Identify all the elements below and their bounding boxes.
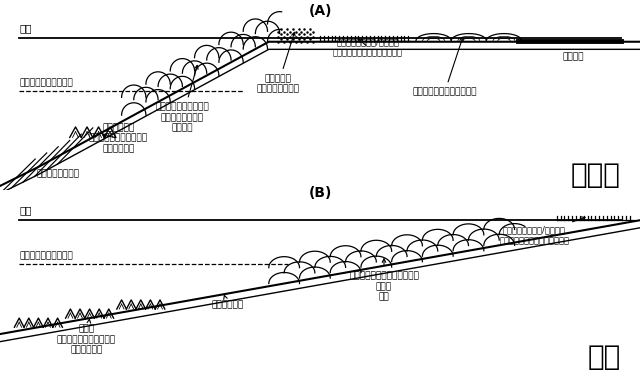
Text: 海面: 海面 xyxy=(19,23,32,33)
Text: 斜面の外側の
円錐型ストロマトライト
バイオハーム: 斜面の外側の 円錐型ストロマトライト バイオハーム xyxy=(89,123,148,153)
Text: (B): (B) xyxy=(308,186,332,200)
Text: 礁のストロマトライト
堤と分枝した円柱
強く伸張: 礁のストロマトライト 堤と分枝した円柱 強く伸張 xyxy=(156,65,209,132)
Text: 礁の内側の
グレインストーン: 礁の内側の グレインストーン xyxy=(257,32,300,93)
Text: 潟湖の泥: 潟湖の泥 xyxy=(562,52,584,61)
Text: 斜面: 斜面 xyxy=(588,343,621,371)
Text: 好天時の波浪作用限界: 好天時の波浪作用限界 xyxy=(19,78,73,87)
Text: 深部斜面の泥: 深部斜面の泥 xyxy=(211,295,243,309)
Text: 下り坂
円錐型ストロマトマイト
バイオハーム: 下り坂 円錐型ストロマトマイト バイオハーム xyxy=(57,319,116,355)
Text: 干潟のラミナイト/トゥファ
（微小掌状ストロマトライト）: 干潟のラミナイト/トゥファ （微小掌状ストロマトライト） xyxy=(333,38,403,57)
Text: 大陸棚: 大陸棚 xyxy=(571,161,621,189)
Text: 浅い斜面のストロマトライト
堤と柱
伸張: 浅い斜面のストロマトライト 堤と柱 伸張 xyxy=(349,259,419,301)
Text: 海面: 海面 xyxy=(19,205,32,215)
Text: 干潟のラミナイト/トゥファ
（微小掌状ストロマトライト）: 干潟のラミナイト/トゥファ （微小掌状ストロマトライト） xyxy=(499,217,585,245)
Text: ドーム状ストロマトライト: ドーム状ストロマトライト xyxy=(413,38,477,96)
Text: リズマイト角礫岩: リズマイト角礫岩 xyxy=(36,169,79,178)
Text: (A): (A) xyxy=(308,4,332,18)
Text: 好天時の波浪作用限界: 好天時の波浪作用限界 xyxy=(19,251,73,260)
